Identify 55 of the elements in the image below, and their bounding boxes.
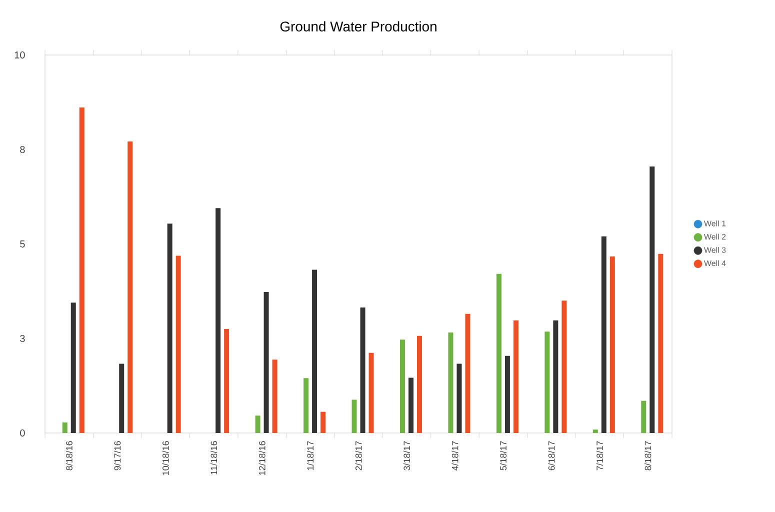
bar xyxy=(650,166,655,433)
x-tick-label: 2/18/17 xyxy=(355,441,362,470)
x-tick-label: 10/18/16 xyxy=(162,441,169,475)
bar xyxy=(610,256,615,433)
bar xyxy=(553,320,558,433)
x-tick-label: 9/17/16 xyxy=(114,441,121,470)
x-tick-label: 8/18/16 xyxy=(66,441,72,470)
bar xyxy=(216,208,221,433)
bar xyxy=(272,360,278,433)
bar xyxy=(368,352,374,433)
x-tick-label: 1/18/17 xyxy=(306,441,314,470)
bar xyxy=(119,364,124,433)
bar xyxy=(448,332,454,433)
x-tick-label: 11/18/16 xyxy=(210,441,218,474)
bar xyxy=(360,307,366,433)
bar xyxy=(513,320,518,433)
y-tick-label: 5 xyxy=(20,240,25,248)
x-tick-label: 7/18/17 xyxy=(596,441,603,470)
bar xyxy=(504,356,510,433)
bar xyxy=(224,329,230,433)
bar xyxy=(176,256,181,433)
y-tick-label: 8 xyxy=(20,146,25,154)
x-tick-label: 4/18/17 xyxy=(452,441,458,470)
bar xyxy=(465,314,470,433)
bar xyxy=(79,108,84,433)
x-tick-label: 3/18/17 xyxy=(403,441,410,470)
x-tick-label: 8/18/17 xyxy=(644,441,652,470)
bar xyxy=(601,236,606,433)
bar xyxy=(304,378,309,433)
y-tick-label: 10 xyxy=(14,51,25,59)
bar xyxy=(62,422,68,433)
bar xyxy=(255,416,260,433)
bar xyxy=(352,400,357,433)
bar xyxy=(658,254,664,433)
bar xyxy=(544,332,550,433)
bar xyxy=(562,300,567,433)
bar xyxy=(456,364,462,433)
bar xyxy=(496,274,502,433)
bar xyxy=(641,400,646,433)
bar xyxy=(400,340,405,433)
bar xyxy=(416,336,422,433)
x-tick-label: 6/18/17 xyxy=(548,441,555,470)
bar xyxy=(592,430,598,433)
bar xyxy=(264,292,269,433)
x-tick-label: 12/18/16 xyxy=(258,441,266,475)
chart-title: Ground Water Production xyxy=(280,21,436,32)
y-tick-label: 0 xyxy=(20,429,25,437)
y-tick-label: 3 xyxy=(20,334,25,342)
bar xyxy=(408,378,414,433)
x-tick-label: 5/18/17 xyxy=(500,441,506,470)
bar xyxy=(70,302,76,433)
bar xyxy=(320,412,326,433)
bar xyxy=(312,270,318,433)
bar xyxy=(128,142,133,433)
bar xyxy=(167,224,172,433)
